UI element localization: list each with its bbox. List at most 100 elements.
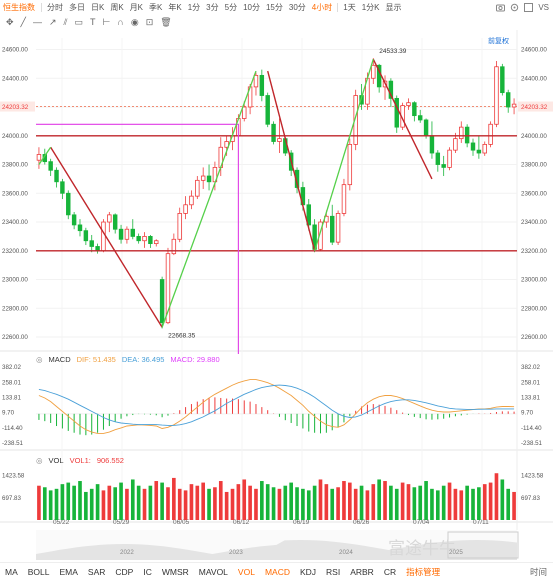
line-tool-icon[interactable]: ╱ [20, 16, 26, 27]
eye-icon[interactable]: ◉ [130, 16, 139, 27]
move-icon[interactable]: ✥ [6, 16, 14, 27]
macd-tick-right: 9.70 [521, 410, 534, 417]
volume-bar [342, 481, 346, 520]
indicator-tab[interactable]: IC [143, 566, 152, 577]
candle-body [406, 102, 411, 106]
indicator-manage[interactable]: 指标管理 [406, 566, 441, 577]
zigzag-green-segment [314, 58, 374, 251]
period-tab[interactable]: 周K [110, 2, 124, 12]
trash-icon[interactable]: 🗑 [160, 16, 172, 27]
volume-bar [48, 490, 53, 520]
period-tab[interactable]: 4小时 [311, 2, 333, 12]
indicator-tab[interactable]: ARBR [350, 566, 374, 577]
period-tab[interactable]: 3分 [206, 2, 219, 12]
period-tab[interactable]: 季K [149, 2, 163, 12]
volume-bar [512, 491, 516, 520]
indicator-tab[interactable]: CDP [115, 566, 134, 577]
indicator-tab[interactable]: EMA [59, 566, 78, 577]
candle-body [494, 66, 499, 125]
symbol-name[interactable]: 恒生指数 [3, 2, 35, 12]
macd-tick-left: -114.40 [2, 425, 23, 432]
candle-body [136, 236, 141, 242]
vol-settings-icon[interactable]: ◎ [36, 455, 43, 465]
indicator-tab[interactable]: WMSR [161, 566, 189, 577]
dea-label: DEA: [121, 354, 140, 364]
volume-bar [201, 482, 205, 520]
candle-body [277, 138, 282, 142]
volume-bar [418, 485, 423, 520]
volume-bar [166, 487, 170, 520]
horizontal-line-icon[interactable]: — [32, 17, 42, 27]
volume-bar [359, 485, 364, 520]
period-tab[interactable]: 日K [91, 2, 105, 12]
indicator-tab[interactable]: BOLL [27, 566, 50, 577]
indicator-tab[interactable]: MA [5, 566, 18, 577]
volume-bar [306, 490, 311, 520]
indicator-tab[interactable]: MAVOL [198, 566, 228, 577]
indicator-tab[interactable]: MACD [264, 566, 290, 577]
macd-name[interactable]: MACD [48, 354, 71, 364]
period-tab[interactable]: 月K [129, 2, 144, 12]
magnet-icon[interactable]: ∩ [117, 17, 124, 27]
candle-body [500, 66, 505, 94]
volume-bar [142, 488, 147, 520]
zigzag-red-segment [267, 70, 316, 251]
indicator-tab[interactable]: SAR [87, 566, 106, 577]
camera-icon[interactable] [496, 3, 506, 12]
volume-bar [213, 487, 217, 520]
macd-value-group: MACD: 29.880 [170, 355, 219, 364]
period-tab[interactable]: 1分 [187, 2, 201, 12]
volume-bar [406, 484, 411, 520]
macd-settings-icon[interactable]: ◎ [36, 354, 43, 364]
candle-body [265, 95, 270, 125]
price-tick-left: 24400.00 [2, 75, 28, 82]
indicator-tab[interactable]: VOL [237, 566, 255, 577]
volume-bar [113, 487, 118, 520]
volume-bar [154, 481, 159, 520]
period-tab[interactable]: 15分 [265, 2, 283, 12]
volume-bar [177, 488, 182, 520]
period-tab[interactable]: 10分 [243, 2, 260, 12]
restore-label[interactable]: 前复权 [488, 36, 509, 45]
indicator-tab[interactable]: KDJ [299, 566, 317, 577]
volume-bar [389, 485, 393, 520]
chart-canvas[interactable]: 24600.0024600.0024400.0024400.0024200.00… [0, 30, 553, 562]
settings-icon[interactable] [510, 3, 519, 12]
channel-icon[interactable]: ⫽ [63, 16, 68, 27]
period-tab[interactable]: 年K [168, 2, 182, 12]
indicator-tab[interactable]: RSI [326, 566, 341, 577]
volume-bar [136, 485, 141, 520]
candle-body [453, 138, 458, 151]
window-icon[interactable] [524, 2, 534, 12]
candle-body [107, 214, 112, 223]
period-tab[interactable]: 多日 [69, 2, 85, 12]
vol1-label: VOL1: [69, 455, 91, 465]
interval-dropdown[interactable]: 1分K [361, 2, 380, 12]
zigzag-red-segment [372, 58, 433, 180]
current-price-left: 24203.32 [2, 104, 29, 111]
price-tick-left: 23800.00 [2, 162, 28, 169]
period-tab[interactable]: 5分 [224, 2, 238, 12]
volume-bar [330, 488, 335, 520]
measure-icon[interactable]: ⊢ [102, 16, 111, 27]
volume-bar [400, 482, 405, 520]
indicator-tab[interactable]: CR [383, 566, 397, 577]
date-tick: 07/04 [413, 519, 430, 526]
adjust-dropdown[interactable]: 1天 [343, 2, 356, 12]
rect-tool-icon[interactable]: ▭ [74, 16, 84, 27]
time-toggle[interactable]: 时间 [529, 566, 547, 577]
display-dropdown[interactable]: 显示 [385, 2, 402, 12]
period-tab[interactable]: 分时 [47, 2, 63, 12]
compare-button[interactable]: VS [538, 2, 549, 12]
date-tick: 06/26 [353, 519, 370, 526]
vol-name[interactable]: VOL [48, 455, 64, 465]
price-tick-left: 22800.00 [2, 305, 28, 312]
text-tool-icon[interactable]: T [90, 17, 96, 27]
price-tick-right: 24400.00 [521, 75, 547, 82]
ray-icon[interactable]: ↗ [48, 16, 57, 27]
toolbar-divider [337, 2, 339, 12]
period-tab[interactable]: 30分 [288, 2, 306, 12]
volume-bar [471, 488, 475, 520]
lock-icon[interactable]: ⊡ [145, 16, 154, 27]
price-tick-left: 23400.00 [2, 219, 28, 226]
